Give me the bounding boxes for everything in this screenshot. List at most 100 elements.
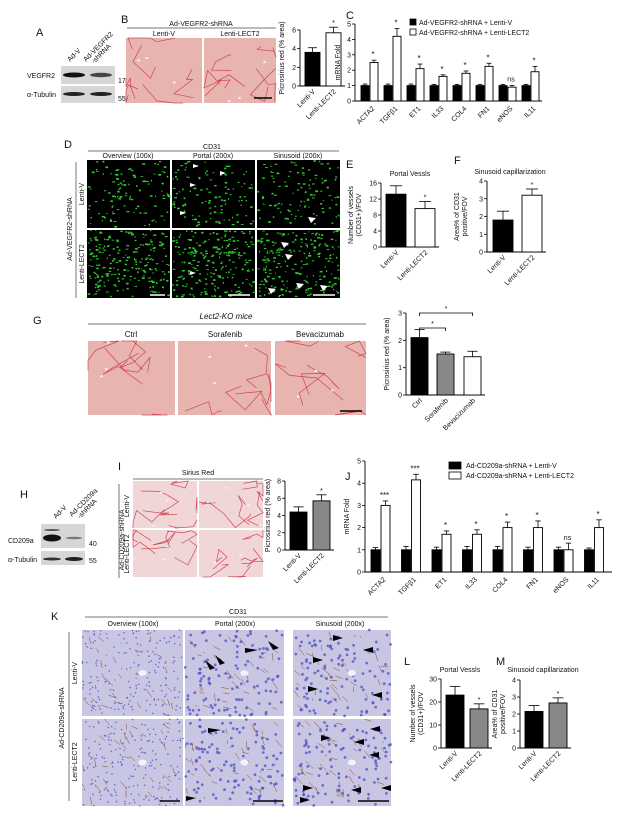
nucleus <box>264 680 268 684</box>
cd31-signal <box>138 189 141 192</box>
nucleus <box>178 636 180 639</box>
nucleus <box>121 758 124 761</box>
cd31-vessel <box>129 730 134 738</box>
nucleus <box>373 675 377 678</box>
nucleus <box>173 670 175 673</box>
cd31-signal <box>333 248 335 250</box>
cd31-signal <box>212 246 216 249</box>
nucleus <box>210 743 214 746</box>
cd31-vessel <box>335 790 344 798</box>
cd31-signal <box>99 232 103 234</box>
cd31-signal <box>305 238 308 241</box>
cd31-vessel <box>299 768 306 776</box>
cd31-signal <box>279 247 282 249</box>
cd31-signal <box>184 162 188 165</box>
nucleus <box>132 775 134 778</box>
cd31-signal <box>313 250 316 252</box>
cd31-signal <box>238 286 240 289</box>
nucleus <box>235 650 239 654</box>
collagen-fiber <box>217 74 245 89</box>
nucleus <box>346 793 350 797</box>
collagen-fiber <box>284 340 319 347</box>
nucleus <box>203 747 207 751</box>
cd31-signal <box>214 205 217 208</box>
cd31-vessel <box>118 673 122 679</box>
vessel-lumen <box>347 670 356 676</box>
y-tick-label: 4 <box>512 678 516 685</box>
nucleus <box>363 756 366 759</box>
cd31-signal <box>149 230 152 231</box>
nucleus <box>367 744 370 748</box>
nucleus <box>384 776 388 780</box>
cd31-signal <box>257 268 260 270</box>
cd31-vessel <box>258 775 267 783</box>
cd31-signal <box>259 239 262 241</box>
bar <box>312 500 331 551</box>
nucleus <box>241 778 245 782</box>
nucleus <box>129 648 131 650</box>
nucleus <box>344 647 348 651</box>
nucleus <box>232 639 236 643</box>
nucleus <box>310 682 313 686</box>
nucleus <box>92 766 95 769</box>
cd31-vessel <box>249 786 257 795</box>
cd31-signal <box>96 267 99 270</box>
cd31-signal <box>111 206 113 208</box>
nucleus <box>158 788 160 790</box>
mw-marker: 170 <box>118 78 130 85</box>
nucleus <box>217 709 221 712</box>
nucleus <box>99 798 102 801</box>
collagen-fiber <box>132 45 156 79</box>
nucleus <box>152 690 154 692</box>
nucleus <box>376 648 380 651</box>
nucleus <box>248 797 252 801</box>
cd31-signal <box>224 186 227 188</box>
cd31-vessel <box>199 687 205 695</box>
cd31-signal <box>104 238 106 241</box>
cd31-signal <box>325 258 328 260</box>
cd31-signal <box>162 233 165 235</box>
cd31-signal <box>242 282 244 284</box>
nucleus <box>244 718 248 721</box>
cd31-signal <box>163 247 166 249</box>
collagen-fiber <box>268 373 272 402</box>
cd31-signal <box>289 204 292 206</box>
cd31-signal <box>155 195 157 198</box>
cd31-signal <box>257 190 260 193</box>
collagen-fiber <box>211 54 232 71</box>
cd31-signal <box>206 170 208 172</box>
cd31-signal <box>141 258 143 260</box>
cd31-vessel <box>200 763 206 770</box>
cd31-signal <box>164 235 168 238</box>
significance-label: * <box>417 54 420 63</box>
cd31-signal <box>224 167 227 170</box>
cd31-signal <box>323 275 326 278</box>
cd31-vessel <box>378 678 380 686</box>
nucleus <box>204 639 208 643</box>
cd31-vessel <box>199 685 204 691</box>
nucleus <box>109 688 112 691</box>
cd31-signal <box>95 245 98 248</box>
cd31-signal <box>274 194 277 196</box>
nucleus <box>165 671 168 673</box>
cd31-vessel <box>305 760 314 769</box>
cd31-signal <box>192 252 196 254</box>
cd31-signal <box>322 289 326 291</box>
cd31-signal <box>134 251 138 253</box>
cd31-signal <box>263 283 265 286</box>
micrograph-sirius-ctrl <box>87 340 175 416</box>
vessel-lumen <box>213 561 217 564</box>
cd31-vessel <box>262 739 265 746</box>
nucleus <box>165 641 168 644</box>
nucleus <box>162 666 165 669</box>
cd31-signal <box>190 264 193 265</box>
cd31-signal <box>274 272 277 274</box>
column-label: Ctrl <box>125 330 138 339</box>
cd31-signal <box>335 216 337 218</box>
cd31-signal <box>211 283 214 285</box>
collagen-fiber <box>307 364 340 390</box>
nucleus <box>319 690 323 693</box>
nucleus <box>97 680 99 682</box>
vessel-lumen <box>314 370 318 373</box>
row-label: Lenti-V <box>124 495 131 518</box>
